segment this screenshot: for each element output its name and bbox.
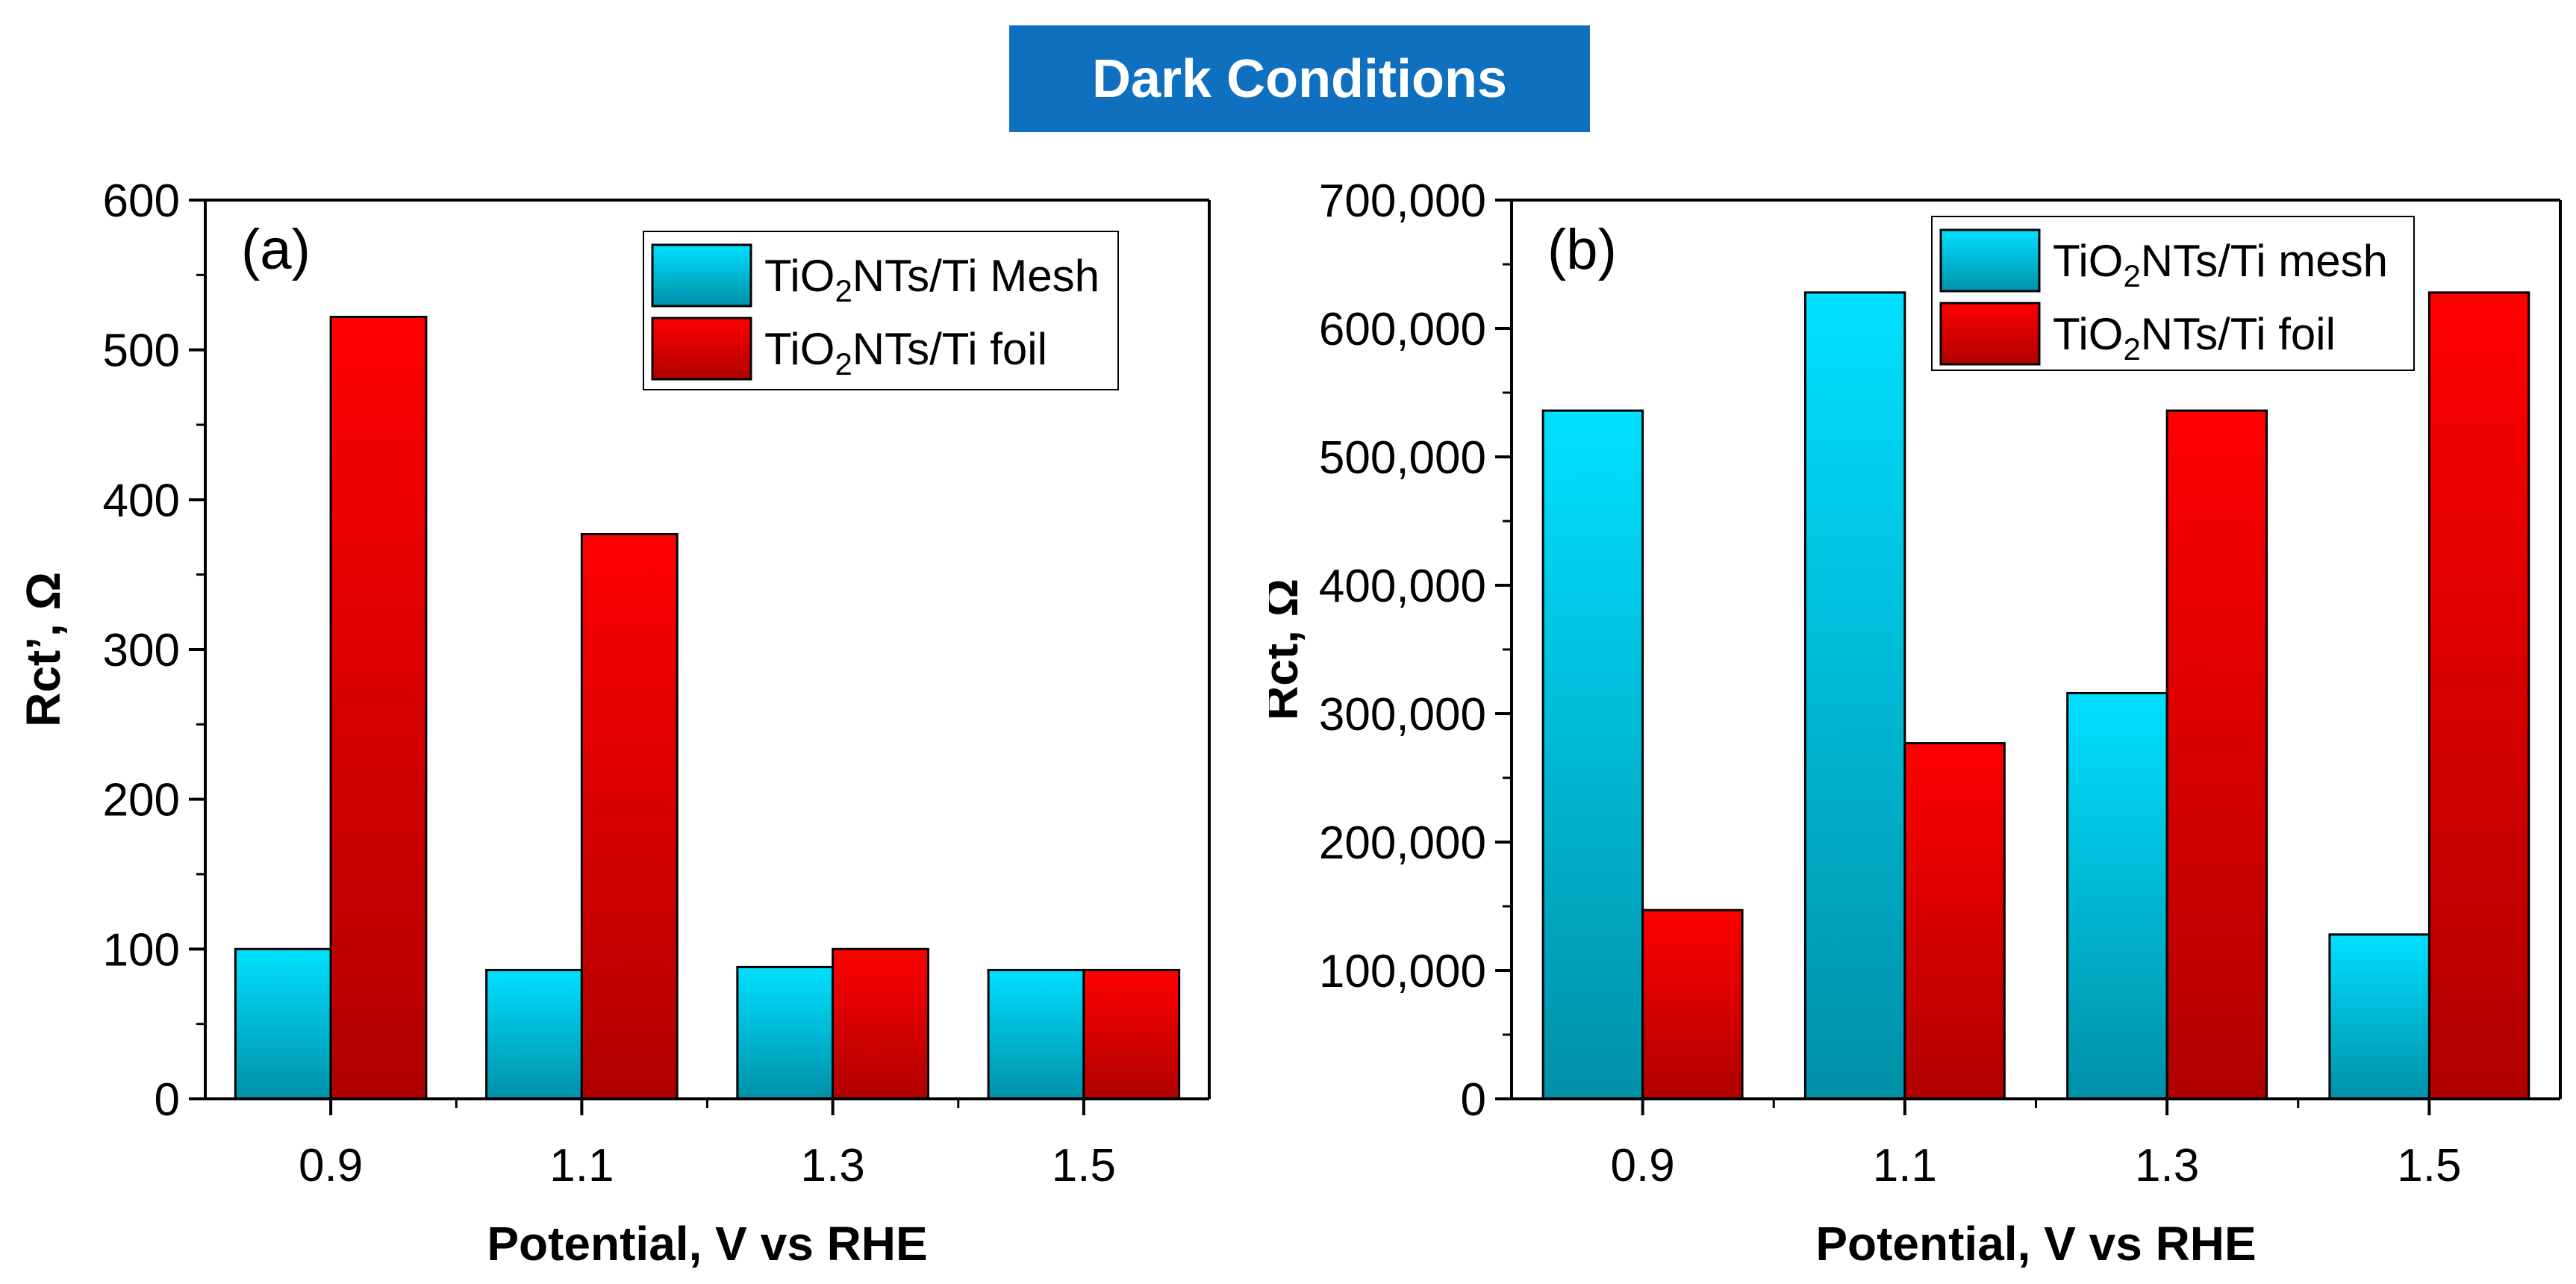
y-tick-label: 300,000: [1319, 689, 1486, 741]
legend-swatch-mesh: [1939, 228, 2041, 293]
panel-label: (a): [241, 218, 311, 281]
y-tick-label: 400: [103, 475, 180, 526]
chart-title: Dark Conditions: [1091, 49, 1508, 109]
bar-mesh-0.9: [1541, 409, 1644, 1100]
legend-swatch-foil: [1939, 302, 2041, 366]
x-tick-label: 1.5: [2397, 1140, 2461, 1191]
bar-foil-1.3: [832, 947, 929, 1100]
x-tick-label: 0.9: [1611, 1140, 1675, 1191]
bar-foil-1.1: [580, 532, 679, 1100]
legend-label-foil: TiO2NTs/Ti foil: [2053, 309, 2336, 367]
x-tick-label: 1.3: [801, 1140, 865, 1191]
y-tick-label: 500: [103, 325, 180, 377]
y-tick-label: 400,000: [1319, 561, 1486, 612]
y-axis-label: Rct’, Ω: [16, 572, 70, 727]
bar-mesh-1.5: [2328, 933, 2430, 1100]
x-tick-label: 1.1: [549, 1140, 614, 1191]
bar-mesh-1.5: [987, 968, 1085, 1100]
legend-swatch-foil: [651, 317, 752, 381]
bar-foil-0.9: [1641, 909, 1744, 1100]
y-tick-label: 200,000: [1319, 817, 1486, 869]
bar-mesh-1.3: [736, 965, 835, 1100]
title-box: Dark Conditions: [1009, 25, 1590, 132]
x-tick-label: 1.1: [1873, 1140, 1937, 1191]
y-tick-label: 0: [1461, 1074, 1486, 1126]
bar-mesh-1.3: [2066, 691, 2168, 1100]
y-tick-label: 100,000: [1319, 946, 1486, 997]
y-tick-label: 300: [103, 625, 180, 676]
x-axis-label: Potential, V vs RHE: [487, 1217, 927, 1271]
bar-mesh-1.1: [1803, 291, 1906, 1100]
chart-b: 0 100,000 200,000 300,000 400,000 500,000 600,…: [1269, 175, 2562, 1271]
x-axis-label: Potential, V vs RHE: [1815, 1217, 2256, 1271]
y-axis-label: Rct, Ω: [1269, 579, 1308, 720]
x-tick-label: 1.3: [2135, 1140, 2199, 1191]
y-tick-label: 500,000: [1319, 432, 1486, 484]
bar-mesh-0.9: [234, 947, 332, 1100]
chart-a: 0 100 200 300 400 500 600 0.9 1.1 1.3 1.5 Potential…: [16, 175, 1211, 1271]
bar-foil-1.1: [1903, 742, 2006, 1100]
legend-swatch-mesh: [651, 243, 752, 308]
y-tick-label: 600,000: [1319, 304, 1486, 355]
bar-foil-1.5: [1082, 968, 1181, 1100]
legend-label-mesh: TiO2NTs/Ti mesh: [2053, 236, 2388, 293]
y-tick-label: 700,000: [1319, 175, 1486, 227]
y-tick-label: 600: [103, 175, 180, 227]
bar-foil-1.3: [2165, 409, 2268, 1100]
legend-label-mesh: TiO2NTs/Ti Mesh: [764, 251, 1100, 308]
panel-label: (b): [1547, 218, 1617, 281]
x-tick-label: 1.5: [1052, 1140, 1116, 1191]
legend-label-foil: TiO2NTs/Ti foil: [764, 324, 1047, 381]
y-tick-label: 0: [155, 1074, 180, 1126]
y-tick-label: 200: [103, 775, 180, 826]
y-tick-label: 100: [103, 924, 180, 976]
bar-foil-0.9: [329, 316, 428, 1100]
bar-foil-1.5: [2427, 291, 2530, 1100]
x-tick-label: 0.9: [299, 1140, 363, 1191]
bar-mesh-1.1: [485, 968, 583, 1100]
